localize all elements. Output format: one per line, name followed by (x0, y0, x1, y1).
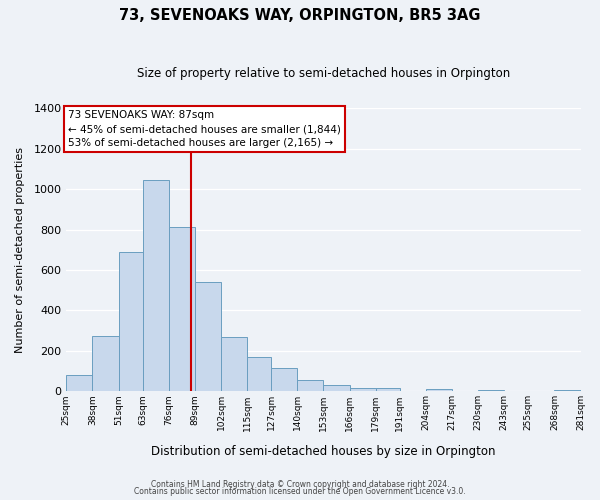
Bar (195, 282, 221, 392)
Title: Size of property relative to semi-detached houses in Orpington: Size of property relative to semi-detach… (137, 68, 510, 80)
Text: Contains public sector information licensed under the Open Government Licence v3: Contains public sector information licen… (134, 488, 466, 496)
Bar (67, 376, 92, 392)
Bar (119, 252, 143, 392)
Bar (426, 390, 452, 392)
Bar (271, 368, 297, 392)
Bar (169, 228, 195, 392)
Bar (143, 180, 169, 392)
Bar (350, 388, 376, 392)
X-axis label: Distribution of semi-detached houses by size in Orpington: Distribution of semi-detached houses by … (151, 444, 496, 458)
Bar (92, 336, 119, 392)
Bar (376, 388, 400, 392)
Y-axis label: Number of semi-detached properties: Number of semi-detached properties (15, 147, 25, 353)
Text: 73 SEVENOAKS WAY: 87sqm
← 45% of semi-detached houses are smaller (1,844)
53% of: 73 SEVENOAKS WAY: 87sqm ← 45% of semi-de… (68, 110, 341, 148)
Bar (297, 380, 323, 392)
Bar (323, 386, 350, 392)
Bar (247, 357, 271, 392)
Text: 73, SEVENOAKS WAY, ORPINGTON, BR5 3AG: 73, SEVENOAKS WAY, ORPINGTON, BR5 3AG (119, 8, 481, 22)
Bar (221, 337, 247, 392)
Bar (478, 390, 504, 392)
Text: Contains HM Land Registry data © Crown copyright and database right 2024.: Contains HM Land Registry data © Crown c… (151, 480, 449, 489)
Bar (554, 390, 581, 392)
